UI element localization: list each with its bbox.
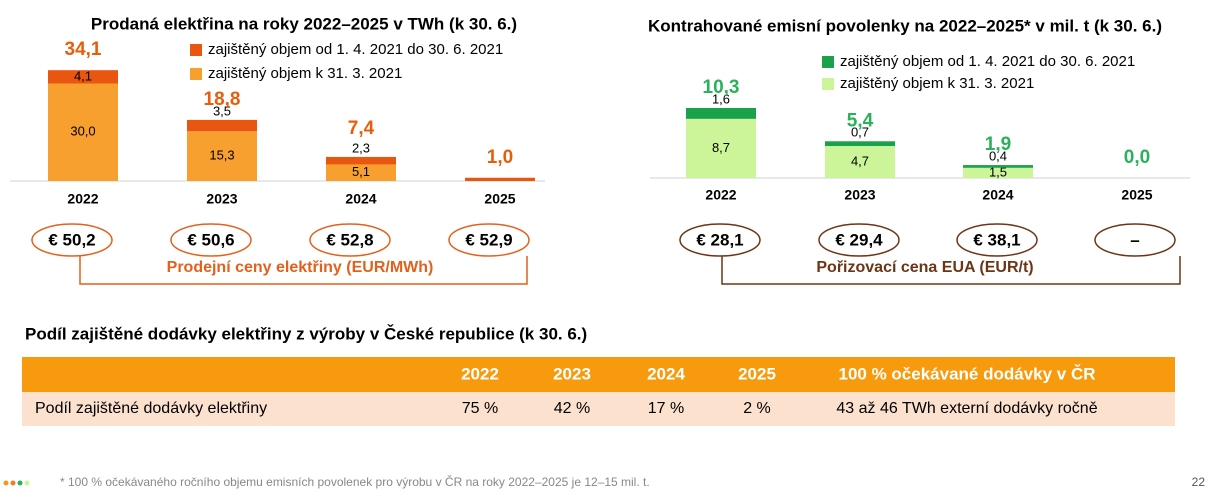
legend-swatch (822, 56, 834, 68)
x-tick-label: 2022 (705, 187, 736, 203)
table-header: 100 % očekávané dodávky v ČR (838, 364, 1095, 383)
dot (3, 480, 9, 486)
segment-label: 3,5 (213, 103, 231, 118)
price-oval (818, 223, 900, 257)
price-label: € 29,4 (835, 230, 883, 249)
dot (10, 480, 16, 486)
bar-segment (48, 83, 118, 181)
price-label: – (1130, 230, 1139, 249)
bar-segment (825, 141, 895, 147)
price-label: € 50,6 (187, 230, 234, 249)
segment-label: 1,6 (712, 91, 730, 106)
price-label: € 50,2 (48, 230, 95, 249)
legend-label: zajištěný objem od 1. 4. 2021 do 30. 6. … (208, 41, 503, 58)
price-oval (309, 223, 391, 257)
x-tick-label: 2025 (1121, 187, 1152, 203)
price-oval (1094, 223, 1176, 257)
bar-segment (187, 119, 257, 132)
segment-label: 0,4 (989, 149, 1007, 164)
segment-label: 8,7 (712, 140, 730, 155)
x-tick-label: 2025 (484, 191, 515, 207)
x-tick-label: 2022 (67, 191, 98, 207)
segment-label: 0,7 (851, 125, 869, 140)
legend-swatch (822, 78, 834, 90)
bar-segment (825, 146, 895, 178)
table-cell: 42 % (554, 400, 590, 417)
bracket (79, 256, 528, 285)
price-label: € 52,9 (465, 230, 512, 249)
dot (24, 480, 30, 486)
segment-label: 4,1 (74, 68, 92, 83)
chart-title: Kontrahované emisní povolenky na 2022–20… (648, 16, 1162, 35)
table-header-bg (22, 357, 1175, 392)
table-cell: 43 až 46 TWh externí dodávky ročně (836, 400, 1097, 417)
segment-label: 1,5 (989, 164, 1007, 179)
total-label: 1,9 (985, 134, 1011, 155)
bar-segment (963, 165, 1033, 168)
bar-segment (326, 156, 396, 165)
table-header: 2025 (738, 364, 776, 383)
total-label: 7,4 (348, 118, 375, 139)
bar-segment (686, 118, 756, 178)
x-tick-label: 2024 (345, 191, 376, 207)
bar-segment (465, 177, 535, 181)
segment-label: 4,7 (851, 153, 869, 168)
legend-label: zajištěný objem k 31. 3. 2021 (840, 75, 1034, 92)
bar-segment (187, 131, 257, 181)
table-cell: 17 % (648, 400, 684, 417)
price-oval (448, 223, 530, 257)
total-label: 10,3 (703, 77, 740, 98)
dot (17, 480, 23, 486)
table-cell: 75 % (462, 400, 498, 417)
x-tick-label: 2023 (844, 187, 875, 203)
table-header: 2023 (553, 364, 591, 383)
price-caption: Prodejní ceny elektřiny (EUR/MWh) (167, 259, 434, 276)
price-caption: Pořizovací cena EUA (EUR/t) (816, 259, 1033, 276)
total-label: 5,4 (847, 110, 874, 131)
price-label: € 28,1 (696, 230, 743, 249)
x-tick-label: 2024 (982, 187, 1013, 203)
price-oval (31, 223, 113, 257)
legend-label: zajištěný objem k 31. 3. 2021 (208, 65, 402, 82)
footnote: * 100 % očekávaného ročního objemu emisn… (60, 474, 650, 489)
legend-swatch (190, 44, 202, 56)
bar-segment (963, 167, 1033, 178)
price-oval (956, 223, 1038, 257)
price-label: € 38,1 (973, 230, 1020, 249)
legend-label: zajištěný objem od 1. 4. 2021 do 30. 6. … (840, 53, 1135, 70)
page-number: 22 (1192, 475, 1206, 489)
table-title: Podíl zajištěné dodávky elektřiny z výro… (25, 324, 587, 343)
price-oval (679, 223, 761, 257)
table-header: 2024 (647, 364, 685, 383)
total-label: 1,0 (487, 147, 513, 168)
chart-title: Prodaná elektřina na roky 2022–2025 v TW… (91, 14, 517, 33)
legend-swatch (190, 68, 202, 80)
bar-segment (326, 164, 396, 181)
segment-label: 15,3 (209, 148, 234, 163)
total-label: 0,0 (1124, 147, 1150, 168)
bar-segment (48, 70, 118, 84)
table-cell: 2 % (743, 400, 771, 417)
table-header: 2022 (461, 364, 499, 383)
total-label: 34,1 (65, 39, 102, 60)
total-label: 18,8 (204, 89, 241, 110)
price-oval (170, 223, 252, 257)
segment-label: 30,0 (70, 124, 95, 139)
table-cell: Podíl zajištěné dodávky elektřiny (35, 400, 267, 417)
price-label: € 52,8 (326, 230, 373, 249)
segment-label: 2,3 (352, 140, 370, 155)
segment-label: 5,1 (352, 164, 370, 179)
bar-segment (686, 107, 756, 119)
table-row-bg (22, 392, 1175, 426)
bracket (721, 256, 1181, 285)
x-tick-label: 2023 (206, 191, 237, 207)
